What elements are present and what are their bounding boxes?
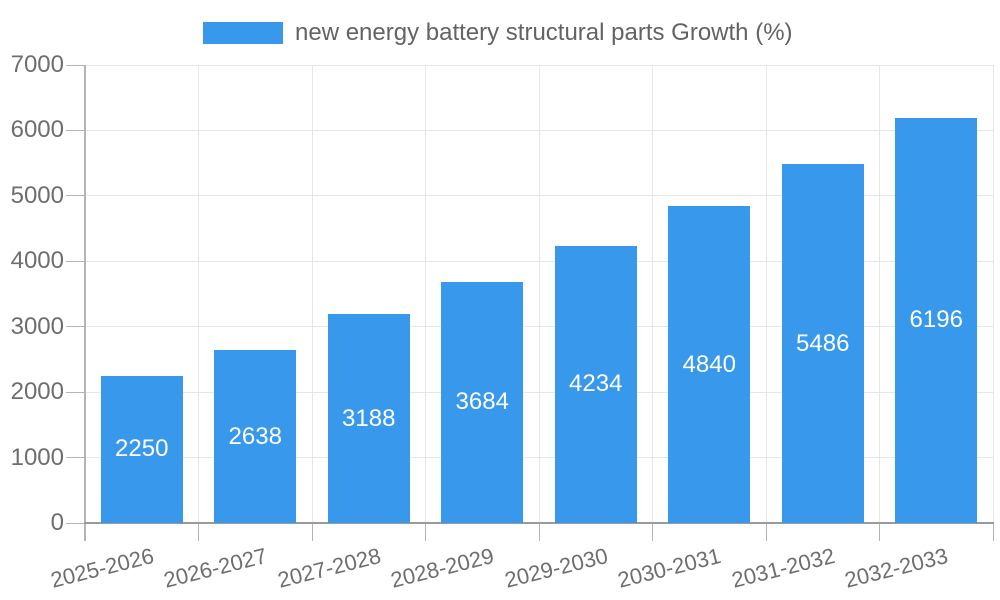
v-gridline bbox=[538, 65, 540, 523]
v-gridline bbox=[992, 65, 994, 523]
v-gridline bbox=[425, 65, 426, 523]
x-axis-tick bbox=[198, 523, 199, 541]
bar[interactable] bbox=[441, 281, 524, 523]
bar-value-label: 4234 bbox=[569, 370, 623, 398]
y-tick-label: 3000 bbox=[10, 312, 64, 340]
bar-value-label: 6196 bbox=[909, 306, 963, 334]
y-axis-tick bbox=[66, 391, 85, 393]
x-axis-tick bbox=[992, 523, 994, 541]
bar[interactable] bbox=[668, 206, 751, 523]
h-gridline bbox=[85, 195, 993, 197]
bar-value-label: 3684 bbox=[455, 388, 509, 416]
x-axis-baseline bbox=[84, 522, 994, 524]
bar-value-label: 2250 bbox=[115, 435, 169, 463]
h-gridline bbox=[85, 326, 993, 328]
y-tick-label: 7000 bbox=[10, 51, 64, 78]
v-gridline bbox=[311, 65, 313, 523]
y-axis-tick bbox=[66, 64, 85, 66]
bar[interactable] bbox=[554, 245, 637, 523]
bar[interactable] bbox=[100, 375, 183, 523]
bar[interactable] bbox=[781, 164, 864, 523]
bar-value-label: 3188 bbox=[342, 404, 396, 432]
v-gridline bbox=[198, 65, 199, 523]
y-axis-line bbox=[84, 65, 86, 541]
legend-label: new energy battery structural parts Grow… bbox=[295, 19, 793, 46]
x-axis-tick bbox=[879, 523, 880, 541]
legend: new energy battery structural parts Grow… bbox=[203, 19, 793, 47]
y-tick-label: 5000 bbox=[10, 181, 64, 209]
bar-value-label: 5486 bbox=[796, 329, 850, 357]
y-axis-tick bbox=[66, 522, 85, 524]
h-gridline bbox=[85, 129, 993, 131]
v-gridline bbox=[879, 65, 880, 523]
bar[interactable] bbox=[327, 314, 410, 523]
y-tick-label: 0 bbox=[50, 509, 64, 536]
bar-value-label: 4840 bbox=[682, 350, 736, 378]
x-axis-tick bbox=[652, 523, 653, 541]
y-axis-tick bbox=[66, 260, 85, 262]
h-gridline bbox=[85, 64, 993, 66]
v-gridline bbox=[765, 65, 767, 523]
h-gridline bbox=[85, 391, 993, 393]
x-axis-tick bbox=[311, 523, 313, 541]
y-tick-label: 1000 bbox=[10, 443, 64, 471]
y-axis-tick bbox=[66, 129, 85, 131]
bar[interactable] bbox=[895, 117, 978, 523]
y-tick-label: 2000 bbox=[10, 378, 64, 406]
y-tick-label: 6000 bbox=[10, 116, 64, 144]
x-axis-tick bbox=[425, 523, 426, 541]
h-gridline bbox=[85, 260, 993, 262]
y-axis-tick bbox=[66, 195, 85, 197]
h-gridline bbox=[85, 457, 993, 459]
bar[interactable] bbox=[214, 350, 297, 523]
y-tick-label: 4000 bbox=[10, 247, 64, 275]
x-axis-tick bbox=[765, 523, 767, 541]
bar-value-label: 2638 bbox=[228, 422, 282, 450]
x-axis-tick bbox=[538, 523, 540, 541]
y-axis-tick bbox=[66, 457, 85, 459]
legend-swatch bbox=[203, 22, 283, 44]
v-gridline bbox=[652, 65, 653, 523]
y-axis-tick bbox=[66, 326, 85, 328]
